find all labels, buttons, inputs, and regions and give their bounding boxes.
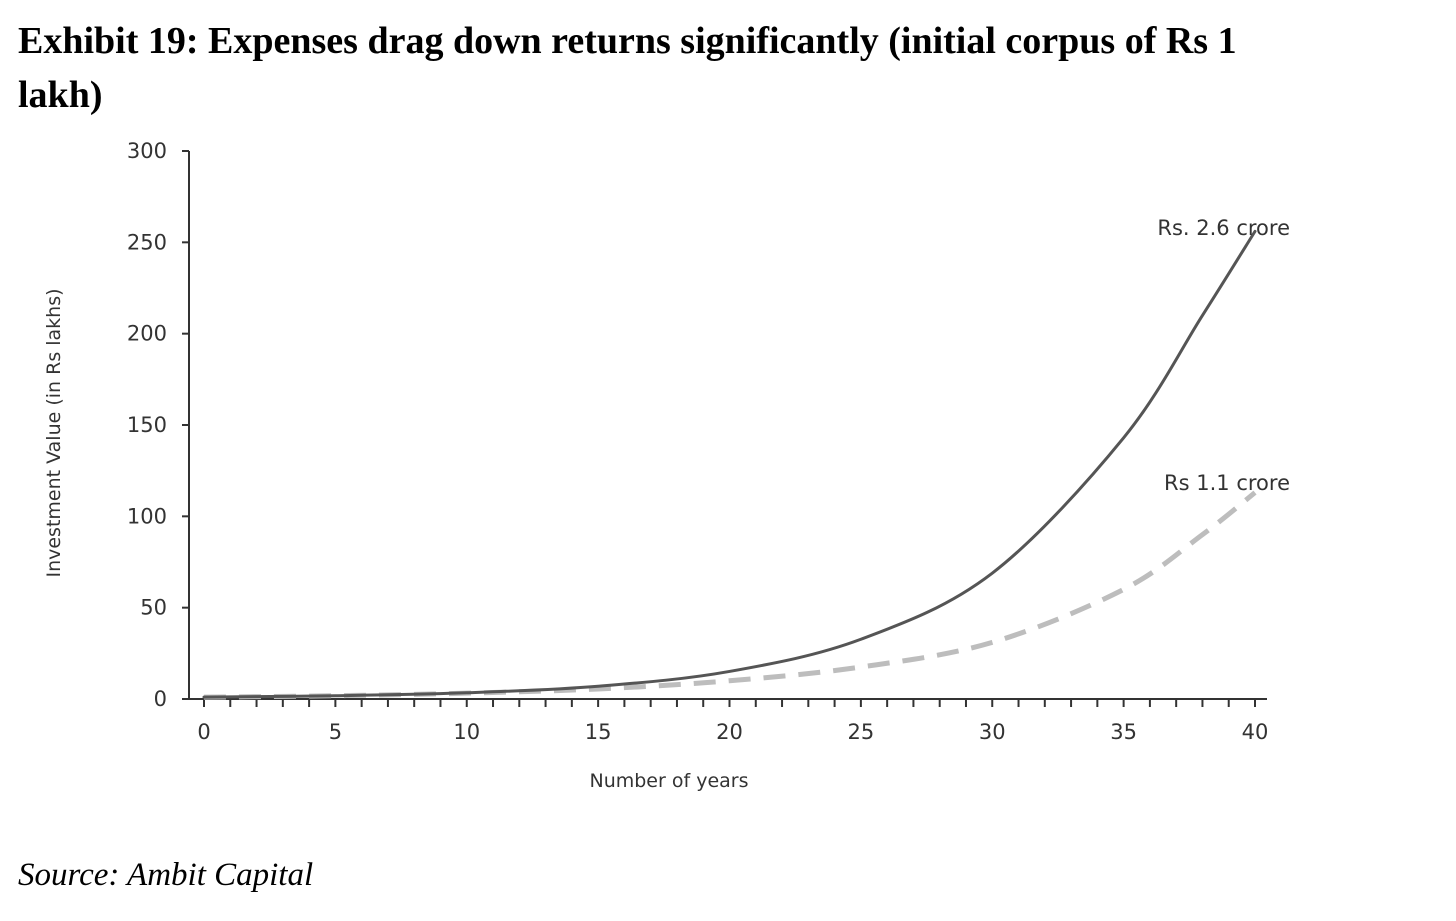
x-axis-title: Number of years: [589, 770, 748, 792]
x-tick-label: 0: [197, 720, 210, 744]
series-labels: Rs. 2.6 crore Rs 1.1 crore: [1157, 216, 1290, 495]
y-tick-label: 50: [140, 596, 167, 620]
y-axis-title: Investment Value (in Rs lakhs): [43, 288, 65, 577]
axes: 0 50 100 150 200 250 300 0 5 10 15 20 25 30 35 40: [127, 139, 1268, 744]
y-tick-label: 200: [127, 322, 167, 346]
x-tick-label: 35: [1110, 720, 1137, 744]
series-end-label: Rs 1.1 crore: [1164, 471, 1290, 495]
y-tick-label: 250: [127, 230, 167, 254]
chart-title: Exhibit 19: Expenses drag down returns s…: [18, 20, 1237, 116]
y-tick-label: 0: [154, 687, 167, 711]
series-line-with-expenses: [203, 490, 1257, 700]
x-tick-label: 15: [585, 720, 612, 744]
y-tick-label: 300: [127, 139, 167, 163]
x-tick-label: 5: [329, 720, 342, 744]
y-tick-label: 150: [127, 413, 167, 437]
series-end-label: Rs. 2.6 crore: [1157, 216, 1290, 240]
series-line-without-expenses: [202, 229, 1257, 699]
series-lines: [202, 229, 1257, 700]
x-tick-label: 10: [453, 720, 480, 744]
x-tick-label: 20: [716, 720, 743, 744]
source-note: Source: Ambit Capital: [18, 857, 314, 893]
x-tick-label: 30: [979, 720, 1006, 744]
y-tick-label: 100: [127, 504, 167, 528]
x-tick-label: 25: [848, 720, 875, 744]
x-tick-label: 40: [1242, 720, 1269, 744]
